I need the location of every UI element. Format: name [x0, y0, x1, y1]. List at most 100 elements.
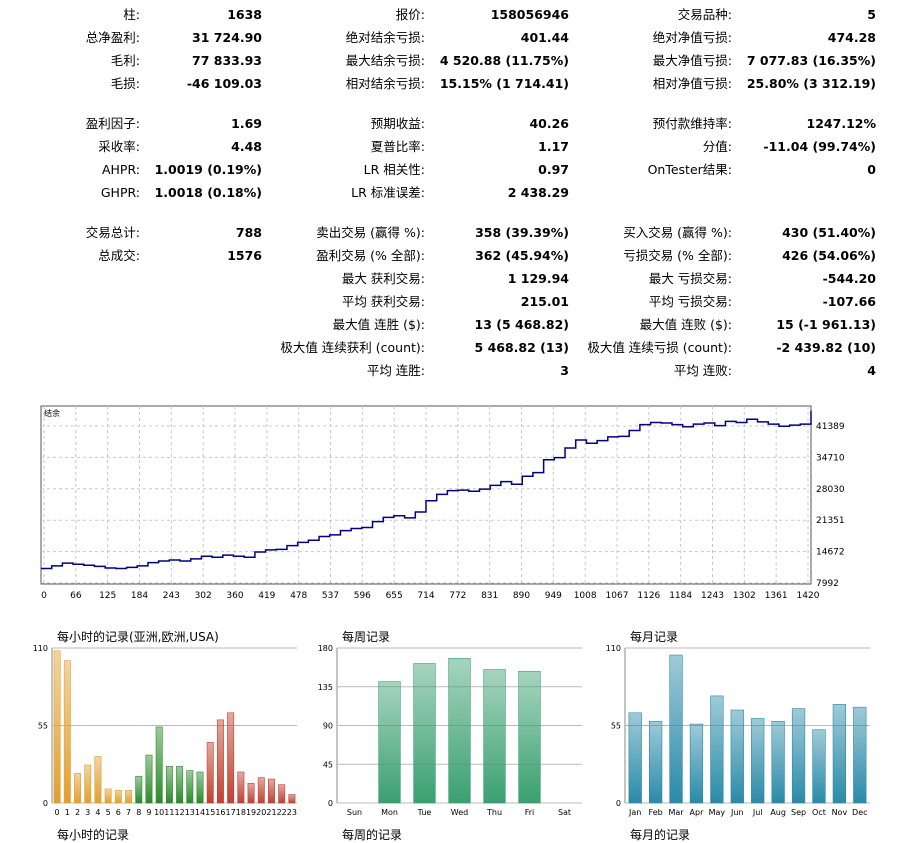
weekly-x-tick-label: Thu [486, 808, 502, 817]
monthly-x-tick-label: Apr [690, 808, 705, 817]
hourly-y-tick-label: 110 [33, 644, 48, 653]
stat-value: 5 [867, 7, 876, 22]
monthly-chart-title: 每月记录 [630, 630, 679, 644]
stat-label: 交易总计: [85, 225, 140, 240]
stat-label: 最大值 连败 ($): [639, 317, 732, 332]
stat-label: 最大值 连胜 ($): [332, 317, 425, 332]
monthly-x-tick-label: Aug [770, 808, 786, 817]
weekly-x-tick-label: Sat [558, 808, 571, 817]
hourly-bar [176, 766, 184, 804]
stat-label: 相对净值亏损: [652, 76, 732, 91]
balance-x-tick-label: 890 [513, 591, 530, 601]
balance-x-tick-label: 831 [481, 591, 498, 601]
balance-x-tick-label: 360 [226, 591, 243, 601]
stat-value: 401.44 [520, 30, 569, 45]
hourly-x-tick-label: 15 [205, 808, 215, 817]
hourly-chart-title: 每小时的记录(亚洲,欧洲,USA) [57, 630, 219, 644]
balance-x-tick-label: 949 [545, 591, 562, 601]
hourly-x-tick-label: 5 [106, 808, 111, 817]
hourly-x-tick-label: 1 [65, 808, 70, 817]
hourly-x-tick-label: 21 [266, 808, 276, 817]
hourly-bar [247, 782, 255, 804]
monthly-bar [628, 712, 642, 804]
stat-label: 总净盈利: [85, 30, 140, 45]
balance-series-line [41, 410, 812, 570]
stat-value: 430 (51.40%) [782, 225, 876, 240]
balance-y-tick-label: 14672 [816, 548, 845, 558]
balance-x-tick-label: 1126 [637, 591, 660, 601]
balance-x-tick-label: 243 [163, 591, 180, 601]
weekly-bar [518, 670, 541, 804]
stat-value: -46 109.03 [186, 76, 262, 91]
stat-label: 绝对结余亏损: [345, 30, 425, 45]
balance-chart: 0 66 125 184 243 302 360 419 478 537 596 655 714 772 8… [40, 405, 912, 605]
monthly-bar [689, 723, 704, 804]
monthly-bar [710, 695, 724, 804]
hourly-x-tick-label: 17 [226, 808, 236, 817]
balance-x-tick-label: 1361 [765, 591, 788, 601]
balance-y-tick-label: 7992 [816, 579, 839, 589]
stat-label: 报价: [395, 7, 425, 22]
hourly-x-tick-label: 9 [146, 808, 151, 817]
monthly-x-tick-label: Feb [649, 808, 663, 817]
monthly-x-tick-label: May [709, 808, 726, 817]
stat-label: 平均 亏损交易: [648, 294, 732, 309]
hourly-y-tick-label: 55 [38, 722, 48, 731]
stat-label: 极大值 连续获利 (count): [280, 340, 425, 355]
stat-value: 15.15% (1 714.41) [439, 76, 569, 91]
monthly-bar [791, 708, 806, 804]
stat-value: 1638 [227, 7, 262, 22]
stat-value: 1.0018 (0.18%) [154, 185, 262, 200]
monthly-chart-bottom-title: 每月的记录 [630, 828, 691, 842]
stat-label: 柱: [123, 7, 140, 22]
balance-x-tick-label: 184 [131, 591, 148, 601]
stat-value: -544.20 [822, 271, 876, 286]
balance-x-tick-label: 1420 [797, 591, 820, 601]
monthly-x-tick-label: Jan [628, 808, 641, 817]
stat-label: 极大值 连续亏损 (count): [587, 340, 732, 355]
hourly-bar [155, 726, 163, 804]
balance-plot-area [40, 405, 812, 585]
weekly-y-tick-label: 90 [323, 722, 333, 731]
balance-x-tick-label: 1302 [733, 591, 756, 601]
hourly-bar [94, 756, 102, 804]
balance-x-tick-label: 537 [322, 591, 339, 601]
weekly-y-tick-label: 45 [323, 760, 333, 769]
hourly-bar [125, 790, 133, 804]
hourly-bar [135, 775, 143, 804]
hourly-bar [227, 712, 235, 804]
stat-label: 最大 获利交易: [341, 271, 425, 286]
hourly-bar [165, 766, 173, 804]
hourly-x-tick-label: 10 [154, 808, 164, 817]
hourly-bar [84, 764, 92, 804]
balance-x-tick-label: 66 [70, 591, 82, 601]
hourly-bar [268, 778, 275, 804]
weekly-x-tick-label: Tue [417, 808, 432, 817]
stat-label: 卖出交易 (赢得 %): [316, 225, 425, 240]
hourly-x-tick-label: 19 [246, 808, 256, 817]
hourly-bar [145, 754, 153, 804]
balance-y-tick-label: 41389 [816, 422, 845, 432]
stat-value: 13 (5 468.82) [474, 317, 569, 332]
stat-value: 1.69 [231, 116, 262, 131]
monthly-x-tick-label: Oct [812, 808, 826, 817]
hourly-x-tick-label: 8 [136, 808, 141, 817]
stat-value: 358 (39.39%) [475, 225, 569, 240]
weekly-x-tick-label: Wed [451, 808, 468, 817]
weekly-y-tick-label: 135 [318, 683, 333, 692]
hourly-bar [206, 742, 214, 804]
hourly-x-tick-label: 0 [55, 808, 60, 817]
monthly-bar [730, 709, 744, 804]
hourly-y-tick-label: 0 [43, 799, 48, 808]
stat-label: 最大 亏损交易: [648, 271, 732, 286]
stat-label: 毛损: [110, 76, 140, 91]
stat-value: 77 833.93 [192, 53, 262, 68]
weekly-x-tick-label: Fri [525, 808, 535, 817]
stat-label: 平均 获利交易: [341, 294, 425, 309]
stat-label: 预期收益: [370, 116, 425, 131]
hourly-bar [63, 660, 71, 804]
weekly-x-tick-label: Mon [381, 808, 398, 817]
balance-x-tick-label: 655 [386, 591, 403, 601]
hourly-bar [74, 773, 81, 804]
stat-value: 158056946 [490, 7, 569, 22]
